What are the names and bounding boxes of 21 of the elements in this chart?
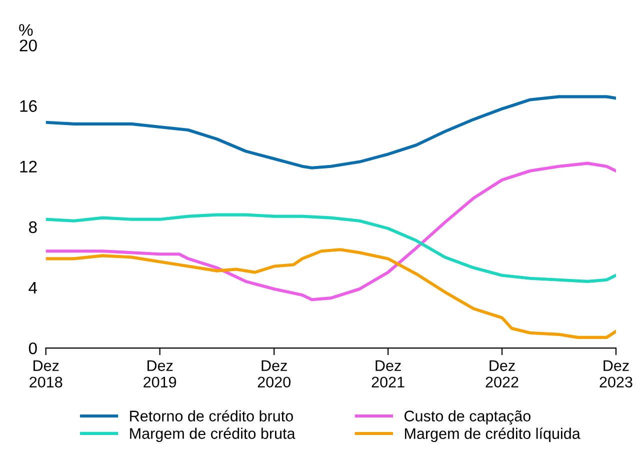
- line-series: [46, 248, 616, 339]
- x-tick-label: Dez 2018: [30, 360, 62, 388]
- line-series: [46, 95, 616, 170]
- y-tick-label: 20: [20, 40, 37, 52]
- line-series: [46, 162, 616, 302]
- y-tick-label: 16: [20, 100, 37, 112]
- x-tick-label: Dez 2023: [600, 360, 632, 388]
- x-tick-label: Dez 2021: [372, 360, 404, 388]
- legend-label: Retorno de crédito bruto: [130, 410, 293, 422]
- x-tick-label: Dez 2019: [144, 360, 176, 388]
- legend-label: Margem de crédito líquida: [404, 428, 580, 442]
- y-tick-label: 0: [28, 342, 37, 354]
- x-tick-label: Dez 2022: [486, 360, 518, 388]
- y-tick-label: 4: [28, 282, 38, 294]
- line-series: [46, 213, 616, 283]
- legend-label: Custo de captação: [404, 410, 530, 425]
- y-tick-label: 8: [28, 221, 37, 234]
- x-tick-label: Dez 2020: [258, 360, 290, 388]
- y-tick-label: 12: [20, 160, 37, 172]
- y-axis-title: %: [19, 24, 33, 36]
- legend-label: Margem de crédito bruta: [130, 428, 296, 442]
